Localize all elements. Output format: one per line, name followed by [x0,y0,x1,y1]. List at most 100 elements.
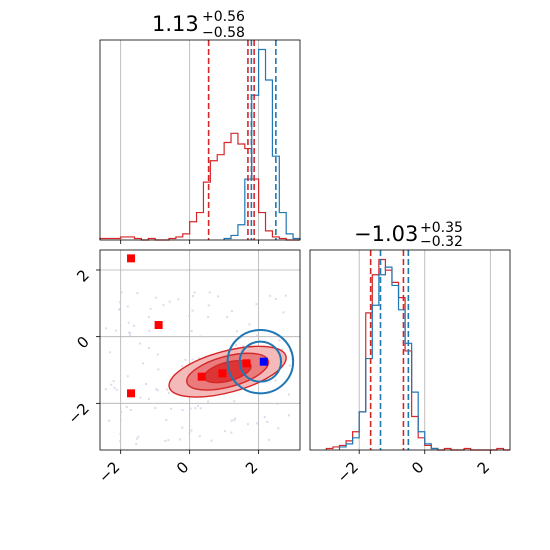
contour-sample-point [282,311,285,314]
contour-sample-point [164,440,167,443]
hist-top-title-upper: +0.56 [202,9,245,25]
contour-sample-point [266,421,269,424]
contour-sample-point [189,407,192,410]
contour-sample-point [125,405,128,408]
contour-blue-level [238,340,283,383]
contour-sample-point [139,396,142,399]
contour-ytick-label: −2 [64,399,92,427]
contour-sample-point [112,380,115,383]
contour-sample-point [165,418,168,421]
contour-sample-point [129,332,132,335]
contour-sample-point [207,315,210,318]
contour-sample-point [188,314,191,317]
hist-top-frame [99,39,301,241]
contour-sample-point [190,429,193,432]
contour-sample-point [105,327,108,330]
contour-frame [99,249,301,451]
contour-sample-point [241,345,244,348]
contour-sample-point [199,407,202,410]
hist-right-title-upper: +0.35 [420,220,463,236]
contour-sample-point [278,339,281,342]
contour-sample-point [188,431,191,434]
contour-sample-point [234,344,237,347]
contour-sample-point [289,349,292,352]
contour-sample-point [263,415,266,418]
contour-sample-point [198,357,201,360]
contour-sample-point [184,358,187,361]
contour-sample-point [198,435,201,438]
contour-ytick-label: 2 [73,266,92,285]
hist-right-quantile-lines [369,250,410,450]
contour-sample-point [104,388,107,391]
contour-sample-point [142,362,145,365]
contour-sample-point [115,388,118,391]
hist-top-quantile-lines [207,40,277,240]
contour-sample-point [217,295,220,298]
contour-sample-point [120,411,123,414]
contour-red-marker [218,369,227,378]
contour-sample-point [118,301,121,304]
contour-sample-point [147,397,150,400]
contour-sample-point [155,388,158,391]
contour-sample-point [126,375,129,378]
contour-sample-point [138,342,141,345]
contour-sample-point [207,304,210,307]
contour-sample-point [223,430,226,433]
hist-top-red-series-step [99,132,300,241]
contour-sample-point [118,308,121,311]
contour-panel: −2 0 2 −2 0 2 [64,249,301,486]
contour-sample-point [248,323,251,326]
contour-sample-point [108,419,111,422]
contour-sample-point [191,358,194,361]
contour-xtick-label: 0 [173,458,192,477]
contour-blue-marker [259,357,268,366]
contour-sample-point [119,432,122,435]
contour-sample-point [148,329,151,332]
contour-sample-point [128,334,131,337]
contour-sample-point [147,347,150,350]
contour-sample-point [165,388,168,391]
contour-sample-point [226,316,229,319]
contour-sample-point [136,292,139,295]
contour-sample-point [136,437,139,440]
contour-red-marker [127,254,136,263]
contour-sample-point [156,389,159,392]
contour-sample-point [276,402,279,405]
contour-sample-point [137,435,140,438]
contour-sample-point [233,400,236,403]
contour-sample-point [239,336,242,339]
contour-sample-point [128,331,131,334]
contour-ytick-label: 0 [73,333,92,352]
contour-sample-point [115,329,118,332]
hist-right-xtick-label: 2 [474,458,493,477]
contour-sample-point [154,296,157,299]
contour-sample-point [277,427,280,430]
contour-sample-point [208,291,211,294]
contour-sample-point [193,291,196,294]
contour-sample-point [181,426,184,429]
hist-right-title: −1.03 [354,222,418,246]
contour-sample-point [230,309,233,312]
hist-right-frame [309,249,511,451]
contour-sample-point [274,297,277,300]
contour-sample-point [230,419,233,422]
contour-sample-point [288,364,291,367]
contour-sample-point [274,379,277,382]
hist-right-xtick-label: 0 [408,458,427,477]
contour-sample-point [168,300,171,303]
contour-red-marker [197,372,206,381]
contour-sample-point [126,305,129,308]
contour-sample-point [178,438,181,441]
contour-sample-point [147,315,150,318]
contour-sample-point [199,335,202,338]
hist-right-xtick-label: −2 [334,458,362,486]
contour-red-marker [154,321,163,329]
hist-right-blue-series-step [338,266,439,450]
hist-right-panel: −2 0 2 −1.03 +0.35 −0.32 [309,220,511,486]
contour-sample-point [194,407,197,410]
contour-sample-point [167,391,170,394]
contour-sample-point [110,383,113,386]
contour-blue-level [226,329,295,395]
contour-sample-point [181,409,184,412]
contour-sample-point [119,418,122,421]
